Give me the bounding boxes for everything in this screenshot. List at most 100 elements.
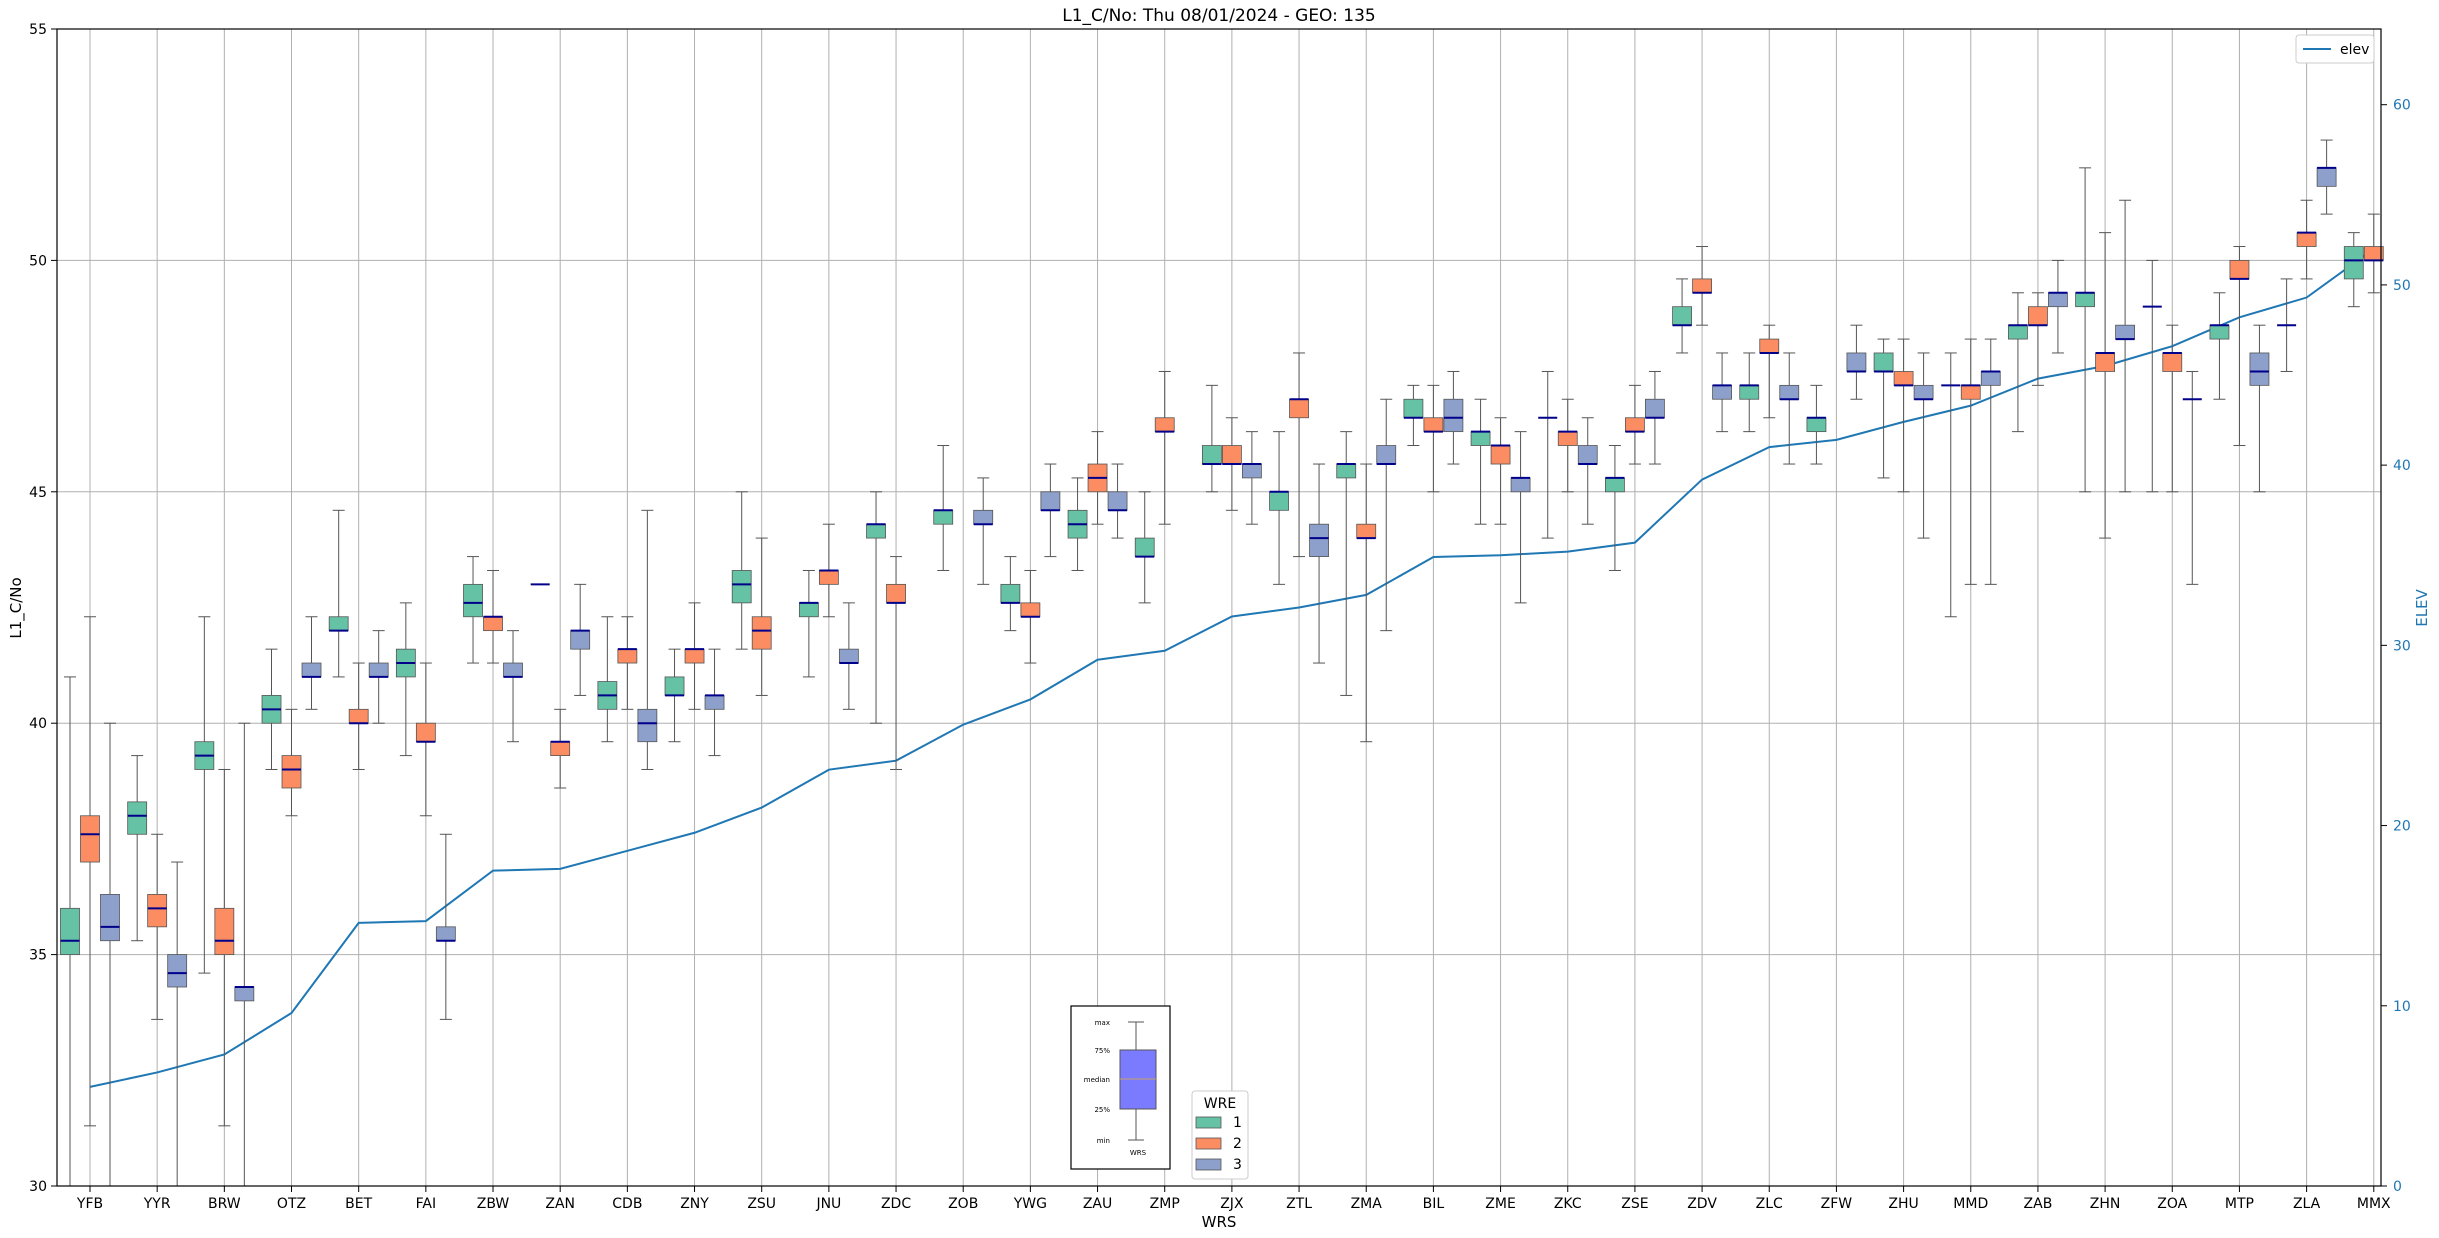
elev-legend: elev bbox=[2295, 34, 2375, 64]
box-3 bbox=[1712, 384, 1732, 400]
y-tick-label: 55 bbox=[29, 22, 47, 38]
box-3 bbox=[838, 648, 859, 664]
box-2 bbox=[886, 583, 906, 604]
box-2 bbox=[1893, 371, 1914, 386]
wre-legend-label-3: 3 bbox=[1233, 1157, 1242, 1173]
x-tick-label: MMD bbox=[1953, 1196, 1988, 1212]
box-1 bbox=[60, 907, 80, 956]
box-2 bbox=[818, 570, 839, 585]
box-3 bbox=[1577, 445, 1598, 465]
box-3 bbox=[435, 926, 456, 942]
elev-line bbox=[89, 248, 2375, 1088]
box-2 bbox=[1423, 417, 1444, 433]
box-3 bbox=[100, 894, 120, 942]
box-3 bbox=[2115, 324, 2136, 340]
x-tick-label: JNU bbox=[815, 1196, 841, 1212]
x-tick-label: ZNY bbox=[680, 1196, 709, 1212]
x-tick-label: MMX bbox=[2357, 1196, 2391, 1212]
box-1 bbox=[933, 509, 954, 525]
elev-legend-box bbox=[2295, 34, 2375, 64]
box-1 bbox=[664, 676, 685, 696]
box-2 bbox=[1490, 445, 1511, 465]
box-3 bbox=[1309, 523, 1329, 557]
box-3 bbox=[973, 509, 994, 525]
box-2 bbox=[2229, 259, 2250, 280]
y-tick-label: 35 bbox=[29, 948, 47, 964]
box-1 bbox=[2209, 324, 2230, 340]
x-tick-label: ZHN bbox=[2090, 1196, 2121, 1212]
x-tick-label: YYR bbox=[143, 1196, 171, 1212]
wre-legend-swatch-2 bbox=[1195, 1137, 1222, 1150]
box-1 bbox=[1873, 352, 1894, 372]
box-2 bbox=[348, 708, 369, 724]
box-3 bbox=[637, 708, 658, 743]
box-3 bbox=[1846, 352, 1867, 372]
x-tick-label: ZDV bbox=[1687, 1196, 1717, 1212]
box-key-label-75: 75% bbox=[1094, 1047, 1110, 1055]
x-tick-label: CDB bbox=[612, 1196, 642, 1212]
y2-tick-label: 60 bbox=[2393, 98, 2411, 114]
box-key-label-min: min bbox=[1097, 1137, 1110, 1145]
box-1 bbox=[1201, 445, 1222, 465]
y2-tick-label: 30 bbox=[2393, 638, 2411, 654]
box-2 bbox=[1692, 278, 1712, 294]
x-tick-label: ZMP bbox=[1150, 1196, 1180, 1212]
x-tick-label: ZAN bbox=[545, 1196, 575, 1212]
box-2 bbox=[1020, 602, 1041, 618]
x-tick-label: ZSE bbox=[1621, 1196, 1648, 1212]
wre-legend-swatch-3 bbox=[1195, 1158, 1222, 1171]
wre-legend-box bbox=[1191, 1090, 1249, 1180]
x-tick-label: ZBW bbox=[477, 1196, 510, 1212]
chart-title: L1_C/No: Thu 08/01/2024 - GEO: 135 bbox=[1062, 6, 1375, 26]
x-tick-label: ZTL bbox=[1286, 1196, 1312, 1212]
box-3 bbox=[234, 986, 255, 1002]
x-tick-label: ZOA bbox=[2157, 1196, 2187, 1212]
box-3 bbox=[368, 662, 389, 678]
box-1 bbox=[1134, 537, 1155, 557]
box-3 bbox=[2048, 292, 2068, 308]
x-tick-label: MTP bbox=[2225, 1196, 2254, 1212]
y2-tick-label: 40 bbox=[2393, 458, 2411, 474]
x-tick-label: BIL bbox=[1423, 1196, 1445, 1212]
box-2 bbox=[1154, 417, 1175, 433]
box-2 bbox=[2095, 352, 2116, 372]
box-3 bbox=[2316, 167, 2337, 187]
x-tick-label: YFB bbox=[76, 1196, 103, 1212]
box-3 bbox=[1241, 463, 1262, 479]
x-tick-label: YWG bbox=[1013, 1196, 1047, 1212]
box-1 bbox=[2008, 324, 2028, 340]
x-tick-label: ZME bbox=[1485, 1196, 1516, 1212]
box-3 bbox=[1040, 491, 1061, 511]
box-key-label-median: median bbox=[1084, 1076, 1110, 1084]
box-key-xlabel: WRS bbox=[1130, 1149, 1147, 1157]
box-1 bbox=[2343, 246, 2364, 280]
x-tick-label: ZLC bbox=[1756, 1196, 1783, 1212]
box-2 bbox=[415, 722, 436, 743]
box-1 bbox=[1672, 306, 1692, 326]
y2-tick-label: 20 bbox=[2393, 819, 2411, 835]
box-3 bbox=[1376, 445, 1397, 465]
box-2 bbox=[1221, 445, 1242, 465]
x-tick-label: FAI bbox=[416, 1196, 436, 1212]
box-2 bbox=[1356, 523, 1377, 539]
box-2 bbox=[2162, 352, 2183, 372]
box-1 bbox=[1605, 477, 1625, 493]
box-2 bbox=[617, 648, 638, 664]
tick-layer: 30 35 40 45 50 55 0 10 20 30 40 50 60 YFB YYR BRW OTZ BET… bbox=[29, 22, 2411, 1212]
elev-legend-label: elev bbox=[2340, 42, 2369, 58]
box-3 bbox=[1645, 398, 1665, 419]
box-1 bbox=[1806, 417, 1827, 433]
box-layer bbox=[60, 139, 2384, 1186]
x-tick-label: ZOB bbox=[948, 1196, 978, 1212]
y2-tick-label: 50 bbox=[2393, 278, 2411, 294]
x-tick-label: ZLA bbox=[2293, 1196, 2321, 1212]
box-1 bbox=[1739, 384, 1760, 400]
box-1 bbox=[1470, 431, 1491, 446]
box-2 bbox=[281, 755, 302, 789]
box-1 bbox=[127, 801, 148, 835]
wre-legend-label-2: 2 bbox=[1233, 1136, 1242, 1152]
box-3 bbox=[1913, 384, 1934, 400]
wre-legend-label-1: 1 bbox=[1233, 1115, 1242, 1131]
box-1 bbox=[731, 570, 752, 604]
